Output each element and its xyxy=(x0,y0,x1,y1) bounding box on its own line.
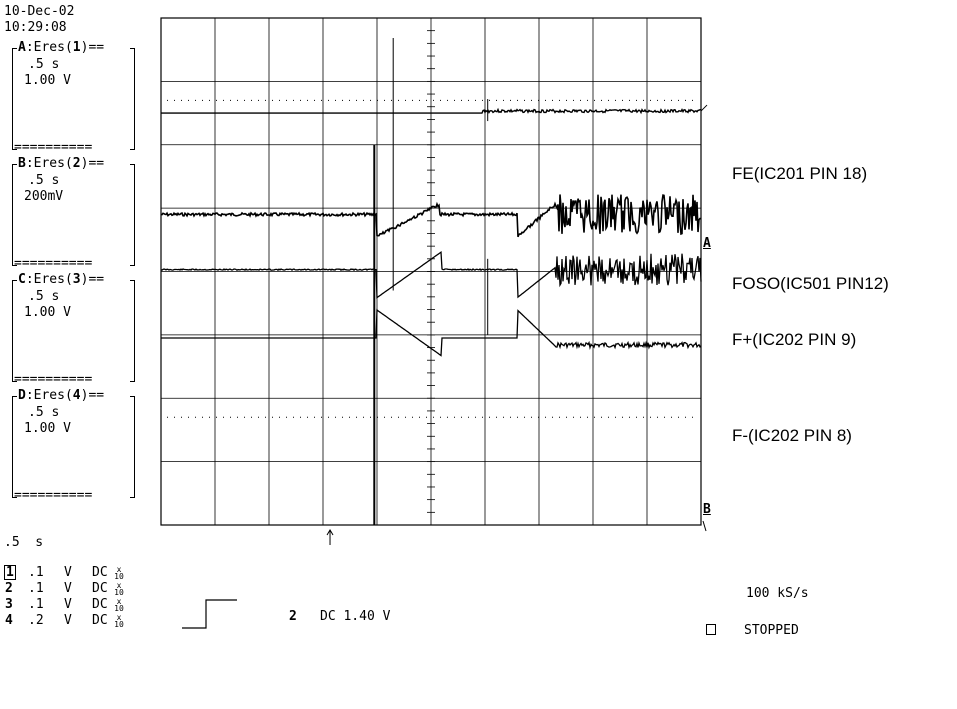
channel-volts: .1 xyxy=(28,581,44,596)
panel-title-prefix: :Eres( xyxy=(25,272,73,287)
channel-number: 3 xyxy=(5,597,13,612)
trace-fplus xyxy=(160,251,702,299)
panel-title-suffix: )== xyxy=(80,388,105,403)
marker-a-label: A xyxy=(703,236,711,251)
channel-row-2: 2 .1 V DC x 10 xyxy=(4,581,144,597)
marker-layer xyxy=(326,104,708,545)
channel-coupling: DC xyxy=(92,581,108,596)
date-label: 10-Dec-02 xyxy=(4,4,75,19)
channel-unit: V xyxy=(64,581,72,596)
bottom-timebase: .5 s xyxy=(4,535,44,550)
panel-footer: ========== xyxy=(14,488,93,503)
channel-number: 4 xyxy=(5,613,13,628)
panel-title-prefix: :Eres( xyxy=(25,388,73,403)
panel-number: 4 xyxy=(72,388,81,403)
graticule xyxy=(160,17,702,526)
b-edge-marker xyxy=(702,520,707,532)
panel-timebase: .5 s xyxy=(28,289,60,304)
panel-volts: 1.00 V xyxy=(24,73,71,88)
oscilloscope-screen xyxy=(160,17,708,545)
channel-probe: x 10 xyxy=(114,581,124,597)
channel-number: 2 xyxy=(5,581,13,596)
panel-title-suffix: )== xyxy=(80,40,105,55)
channel-row-1: 1 .1 V DC x 10 xyxy=(4,565,144,581)
trace-layer xyxy=(160,38,702,525)
series-label-fe: FE(IC201 PIN 18) xyxy=(732,164,868,183)
channel-panel-d: D:Eres(4)== .5 s 1.00 V ========== xyxy=(4,388,142,504)
series-label-fplus: F+(IC202 PIN 9) xyxy=(732,330,857,349)
panel-timebase: .5 s xyxy=(28,57,60,72)
panel-footer: ========== xyxy=(14,140,93,155)
series-label-foso: FOSO(IC501 PIN12) xyxy=(732,274,889,293)
channel-volts: .1 xyxy=(28,565,44,580)
trigger-level: DC 1.40 V xyxy=(320,609,391,624)
sample-rate: 100 kS/s xyxy=(746,586,809,601)
panel-title-prefix: :Eres( xyxy=(25,156,73,171)
panel-title-suffix: )== xyxy=(80,272,105,287)
panel-footer: ========== xyxy=(14,372,93,387)
series-label-fminus: F-(IC202 PIN 8) xyxy=(732,426,852,445)
channel-probe: x 10 xyxy=(114,597,124,613)
panel-label: B xyxy=(18,156,26,171)
status-square-icon xyxy=(706,624,716,635)
channel-row-3: 3 .1 V DC x 10 xyxy=(4,597,144,613)
channel-unit: V xyxy=(64,565,72,580)
channel-row-4: 4 .2 V DC x 10 xyxy=(4,613,144,629)
panel-title-suffix: )== xyxy=(80,156,105,171)
trace-fe xyxy=(161,107,701,115)
trigger-channel: 2 xyxy=(289,609,297,624)
panel-number: 1 xyxy=(72,40,81,55)
channel-volts: .1 xyxy=(28,597,44,612)
panel-timebase: .5 s xyxy=(28,173,60,188)
panel-volts: 1.00 V xyxy=(24,305,71,320)
fe-edge-marker xyxy=(700,104,708,112)
channel-coupling: DC xyxy=(92,597,108,612)
panel-label: C xyxy=(18,272,26,287)
trace-fminus xyxy=(161,308,702,357)
panel-timebase: .5 s xyxy=(28,405,60,420)
panel-footer: ========== xyxy=(14,256,93,271)
channel-panel-a: A:Eres(1)== .5 s 1.00 V ========== xyxy=(4,40,142,156)
panel-number: 2 xyxy=(72,156,81,171)
channel-unit: V xyxy=(64,613,72,628)
panel-title-prefix: :Eres( xyxy=(25,40,73,55)
panel-number: 3 xyxy=(72,272,81,287)
panel-volts: 1.00 V xyxy=(24,421,71,436)
trace-foso xyxy=(160,194,702,238)
panel-label: D xyxy=(18,388,26,403)
marker-b-label: B xyxy=(703,502,711,517)
channel-number: 1 xyxy=(4,565,16,580)
panel-label: A xyxy=(18,40,26,55)
time-label: 10:29:08 xyxy=(4,20,67,35)
channel-probe: x 10 xyxy=(114,613,124,629)
channel-panel-b: B:Eres(2)== .5 s 200mV ========== xyxy=(4,156,142,272)
channel-volts: .2 xyxy=(28,613,44,628)
panel-volts: 200mV xyxy=(24,189,64,204)
channel-panel-c: C:Eres(3)== .5 s 1.00 V ========== xyxy=(4,272,142,388)
channel-probe: x 10 xyxy=(114,565,124,581)
channel-coupling: DC xyxy=(92,613,108,628)
channel-coupling: DC xyxy=(92,565,108,580)
acquisition-status: STOPPED xyxy=(744,623,799,638)
trigger-position-arrowhead xyxy=(326,529,334,536)
trigger-edge-icon xyxy=(182,599,237,629)
channel-unit: V xyxy=(64,597,72,612)
